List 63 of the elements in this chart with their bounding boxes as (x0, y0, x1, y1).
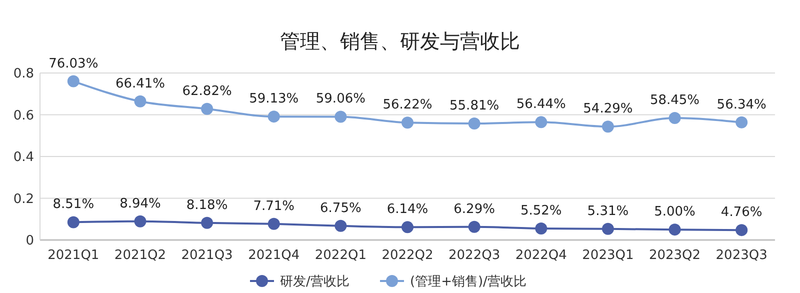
point (468, 220, 480, 233)
y-tick-label: 0.2 (13, 192, 34, 207)
point (535, 222, 548, 234)
point (668, 112, 681, 124)
y-tick-label: 0.6 (13, 108, 34, 124)
point (334, 110, 347, 123)
point (402, 221, 414, 234)
y-tick-label: 0 (26, 234, 34, 249)
point (468, 117, 480, 130)
data-label: 62.82% (182, 84, 232, 99)
data-label: 59.13% (249, 92, 299, 107)
x-tick-label: 2022Q2 (382, 248, 434, 263)
data-label: 6.29% (454, 202, 495, 217)
point (67, 75, 80, 88)
data-label: 8.18% (186, 198, 228, 213)
chart-title: 管理、销售、研发与营收比 (280, 29, 520, 53)
data-label: 4.76% (720, 205, 762, 220)
point (402, 116, 414, 129)
x-tick-label: 2022Q3 (448, 248, 500, 263)
x-tick-label: 2022Q1 (314, 248, 366, 263)
data-label: 59.06% (316, 92, 366, 107)
point (602, 222, 614, 235)
y-tick-label: 0.8 (13, 66, 34, 82)
point (201, 216, 214, 229)
legend-label: (管理+销售)/营收比 (410, 274, 526, 290)
x-tick-label: 2021Q2 (114, 248, 166, 263)
point (736, 224, 748, 236)
data-label: 76.03% (48, 56, 98, 72)
data-label: 56.44% (516, 97, 566, 112)
x-tick-label: 2022Q4 (515, 248, 567, 263)
data-label: 58.45% (650, 92, 700, 108)
point (668, 224, 681, 236)
data-label: 56.22% (382, 98, 432, 113)
data-label: 5.31% (587, 204, 629, 219)
data-label: 66.41% (115, 76, 166, 92)
legend-label: 研发/营收比 (280, 274, 350, 290)
point (736, 116, 748, 128)
y-tick-label: 0.4 (13, 150, 34, 166)
data-label: 56.34% (716, 97, 766, 112)
data-label: 8.51% (52, 197, 94, 212)
x-tick-label: 2021Q4 (248, 248, 300, 263)
point (67, 216, 80, 228)
point (134, 95, 146, 108)
x-tick-label: 2021Q1 (48, 248, 100, 263)
point (334, 220, 347, 232)
point (201, 102, 214, 115)
data-label: 5.52% (520, 203, 562, 218)
data-label: 55.81% (450, 98, 500, 114)
point (535, 116, 548, 128)
point (134, 215, 146, 228)
x-tick-label: 2023Q1 (582, 248, 634, 263)
data-label: 54.29% (583, 102, 633, 117)
data-label: 8.94% (120, 196, 161, 212)
x-tick-label: 2021Q3 (181, 248, 233, 263)
x-tick-label: 2023Q3 (716, 248, 768, 263)
point (268, 110, 280, 123)
data-label: 5.00% (654, 204, 696, 220)
data-label: 7.71% (253, 198, 295, 214)
point (268, 218, 280, 230)
x-tick-label: 2023Q2 (648, 248, 701, 263)
data-label: 6.14% (386, 202, 428, 218)
point (602, 120, 614, 133)
data-label: 6.75% (320, 200, 362, 216)
